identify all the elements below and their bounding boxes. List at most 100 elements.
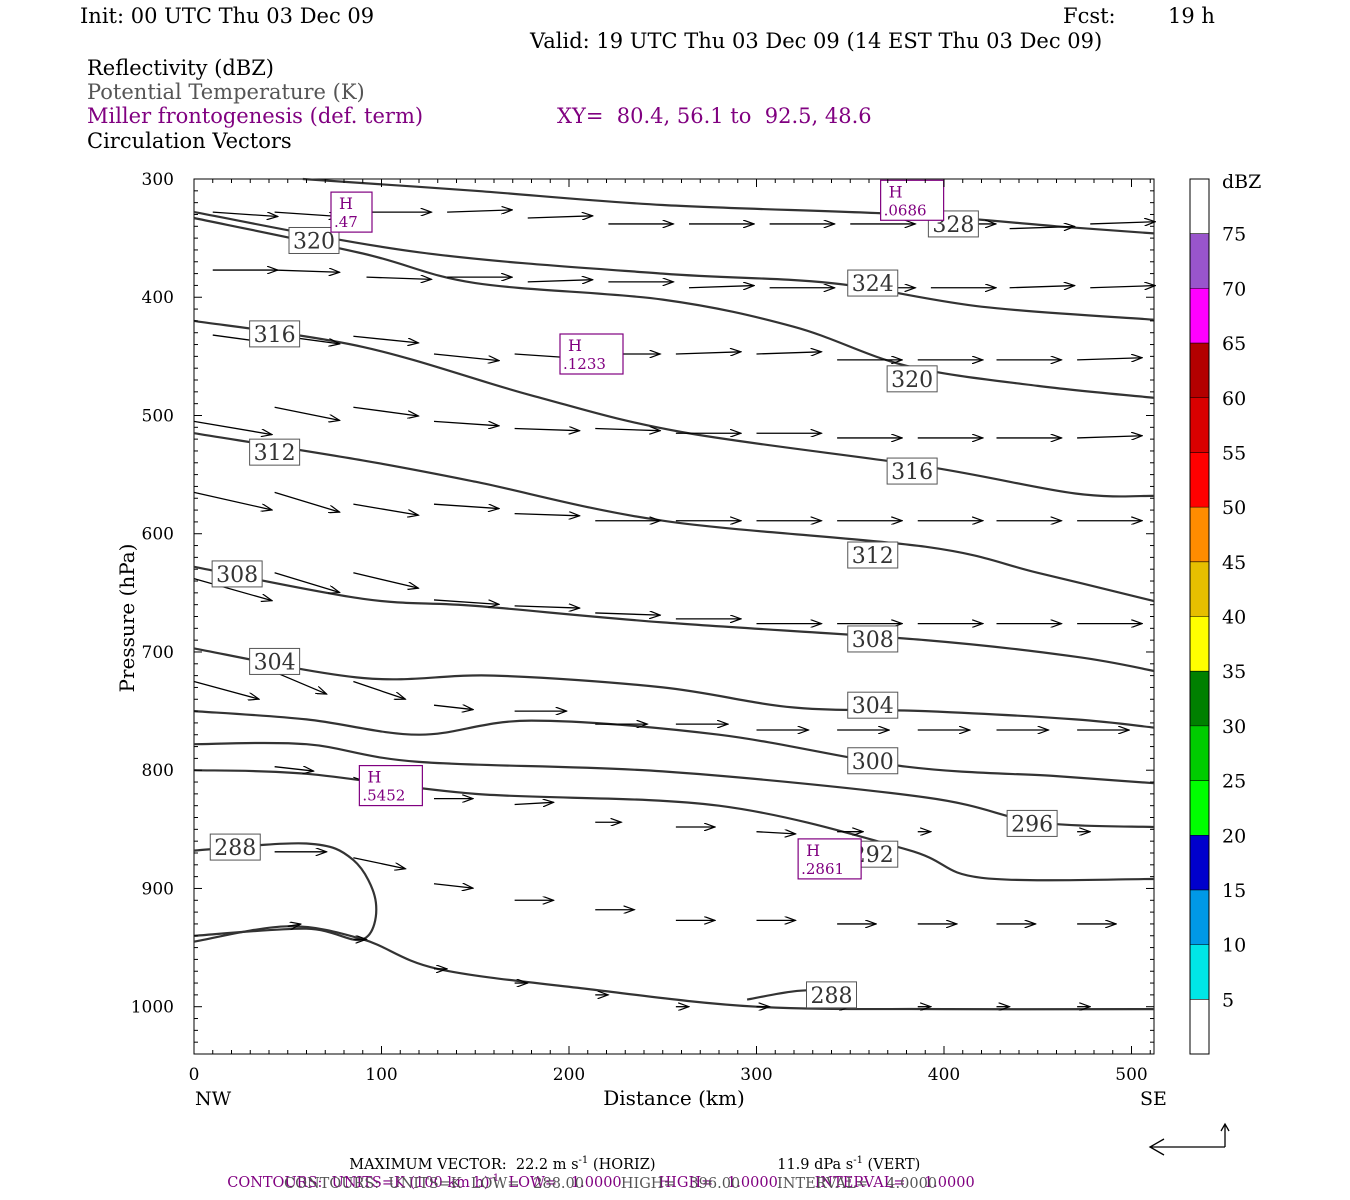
y-tick-label-800: 800 [142, 761, 174, 781]
x-tick-label-300: 300 [740, 1065, 772, 1085]
frontogenesis-max-box [880, 179, 945, 221]
theta-contour-304-10 [193, 647, 1155, 729]
circulation-vector-84 [274, 767, 314, 771]
circulation-vector-75 [433, 705, 473, 709]
colorbar-segment [1190, 233, 1209, 289]
circulation-vector-74 [353, 680, 405, 700]
colorbar-segment [1190, 397, 1209, 453]
circulation-vector-40 [514, 428, 580, 430]
circulation-vector-62 [353, 572, 418, 588]
frontogenesis-max-value-4: .2861 [801, 860, 844, 878]
frontogenesis-max-label: H [889, 182, 903, 201]
frontogenesis-max-box [797, 838, 862, 880]
frontogenesis-units: CONTOURS: UNITS=K (100 km h) [227, 1174, 490, 1191]
field-circulation-vectors: Circulation Vectors [87, 129, 292, 153]
colorbar-tick-60: 60 [1222, 388, 1246, 410]
circulation-vector-87 [514, 802, 554, 804]
contour-label-300: 300 [852, 750, 894, 775]
y-tick-label-1000: 1000 [131, 998, 174, 1018]
circulation-vector-13 [274, 270, 340, 272]
colorbar-tick-50: 50 [1222, 497, 1246, 519]
circulation-vector-27 [433, 353, 499, 361]
contour-label-box [1006, 809, 1058, 837]
colorbar-tick-15: 15 [1222, 880, 1246, 902]
max-vector-vert-info: 11.9 dPa s-1 (VERT) [768, 1139, 920, 1173]
frontogenesis-contour-info: CONTOURS: UNITS=K (100 km h)-1 LOW= 1.00… [218, 1157, 974, 1191]
colorbar-tick-70: 70 [1222, 278, 1246, 300]
colorbar-tick-45: 45 [1222, 552, 1246, 574]
frontogenesis-units-exp: -1 [489, 1173, 500, 1184]
circulation-vector-105 [287, 924, 301, 926]
circulation-vector-26 [353, 335, 418, 343]
circulation-vector-18 [688, 286, 754, 288]
contour-label-312: 312 [254, 441, 296, 466]
colorbar-tick-55: 55 [1222, 442, 1246, 464]
circulation-vector-37 [274, 406, 340, 420]
colorbar-segment [1190, 179, 1209, 235]
theta-contour-292-14 [193, 769, 1155, 882]
y-tick-label-900: 900 [142, 879, 174, 899]
circulation-vector-10 [1009, 226, 1075, 228]
circulation-vector-11 [1090, 222, 1155, 224]
contour-label-288: 288 [214, 836, 256, 861]
colorbar: dBZ 5 10 15 20 25 30 35 40 45 50 55 60 65 70 75 [1189, 171, 1261, 1055]
colorbar-segment [1190, 507, 1209, 563]
theta-contour-324-1 [193, 211, 1155, 321]
max-vector-info: MAXIMUM VECTOR: 22.2 m s-1 (HORIZ) [340, 1139, 655, 1173]
x-tick-label-0: 0 [189, 1065, 200, 1085]
circulation-vector-0 [212, 211, 278, 216]
colorbar-tick-30: 30 [1222, 716, 1246, 738]
circulation-vector-52 [514, 514, 580, 516]
init-time: Init: 00 UTC Thu 03 Dec 09 [80, 4, 375, 28]
contour-label-304: 304 [254, 650, 296, 675]
contour-label-box [847, 747, 899, 775]
frontogenesis-max-label: H [806, 841, 820, 860]
circulation-vector-22 [1009, 286, 1075, 288]
circulation-vector-60 [193, 578, 272, 601]
colorbar-segment [1190, 725, 1209, 782]
colorbar-tick-20: 20 [1222, 825, 1246, 847]
contour-label-box [209, 833, 261, 861]
x-tick-label-500: 500 [1115, 1065, 1147, 1085]
colorbar-title: dBZ [1222, 171, 1261, 193]
colorbar-segment [1190, 780, 1209, 836]
contour-label-box [806, 981, 857, 1009]
y-tick-label-500: 500 [142, 406, 174, 426]
colorbar-segment [1190, 561, 1209, 617]
colorbar-segment [1190, 944, 1209, 1000]
contour-label-304: 304 [852, 694, 894, 719]
circulation-vector-65 [595, 613, 660, 615]
circulation-vector-14 [366, 277, 432, 279]
y-tick-label-600: 600 [142, 525, 174, 545]
contour-label-324: 324 [852, 272, 894, 297]
max-vector-horiz: MAXIMUM VECTOR: 22.2 m s [349, 1156, 579, 1173]
contour-label-320: 320 [891, 368, 933, 393]
contour-label-box [847, 269, 899, 297]
max-vector-vert: 11.9 dPa s [777, 1156, 854, 1173]
circulation-vector-73 [274, 671, 327, 694]
contour-label-308: 308 [852, 628, 894, 653]
contour-label-312: 312 [852, 544, 894, 569]
theta-contour-288-16 [193, 925, 1155, 1011]
frontogenesis-max-label: H [367, 768, 381, 787]
frontogenesis-max-value-1: .0686 [884, 201, 927, 219]
circulation-vector-48 [193, 491, 272, 510]
circulation-vector-31 [756, 352, 822, 354]
contour-labels: 3283243203203163163123123083083043043002… [209, 210, 1058, 1009]
contour-label-box [249, 438, 301, 466]
colorbar-tick-75: 75 [1222, 224, 1246, 246]
colorbar-segment [1190, 452, 1209, 508]
contour-label-box [847, 625, 899, 653]
x-tick-label-100: 100 [365, 1065, 397, 1085]
colorbar-segment [1190, 999, 1209, 1055]
circulation-vector-50 [353, 503, 418, 515]
y-axis-label: Pressure (hPa) [115, 544, 139, 693]
colorbar-tick-40: 40 [1222, 607, 1246, 629]
contour-label-316: 316 [254, 323, 296, 348]
circulation-vector-61 [274, 572, 340, 593]
colorbar-segment [1190, 616, 1209, 672]
colorbar-tick-65: 65 [1222, 333, 1246, 355]
contour-label-box [249, 320, 301, 348]
colorbar-segment [1190, 288, 1209, 344]
